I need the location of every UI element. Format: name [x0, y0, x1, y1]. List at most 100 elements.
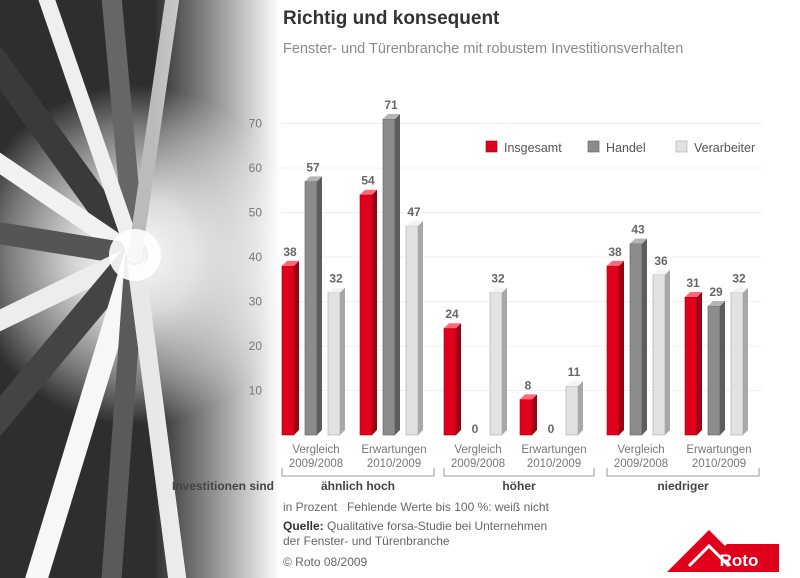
data-label: 0: [472, 422, 479, 436]
data-label: 54: [361, 174, 375, 188]
legend-label: Insgesamt: [504, 141, 562, 155]
bar-top: [630, 238, 647, 244]
bar: [707, 305, 721, 436]
tube-photo: [0, 0, 280, 578]
data-label: 36: [654, 254, 668, 268]
data-label: 11: [568, 365, 581, 379]
bar-top: [360, 189, 377, 195]
bar-top: [444, 323, 461, 329]
category-label-line1: Vergleich: [292, 444, 339, 456]
bar-side: [372, 189, 377, 435]
bar-side: [720, 300, 725, 435]
data-label: 32: [329, 272, 343, 286]
bar-side: [619, 260, 624, 435]
bar: [382, 118, 396, 436]
chart-title: Richtig und konsequent: [283, 8, 500, 29]
category-label-line1: Erwartungen: [361, 444, 426, 456]
legend-label: Verarbeiter: [694, 141, 755, 155]
bar-top: [653, 269, 670, 275]
bar: [304, 181, 318, 436]
source-line-1: Quelle: Qualitative forsa-Studie bei Unt…: [283, 519, 547, 533]
y-tick-label: 50: [249, 206, 263, 220]
bar-top: [685, 292, 702, 298]
bar-side: [697, 292, 702, 435]
roto-logo: Roto: [667, 530, 779, 572]
bar-top: [708, 300, 725, 306]
y-tick-label: 20: [249, 339, 263, 353]
category-label-line2: 2010/2009: [527, 458, 581, 470]
legend-swatch: [485, 140, 498, 153]
bar-side: [532, 394, 537, 435]
bar: [359, 194, 373, 436]
category-label-line2: 2009/2008: [451, 458, 505, 470]
data-label: 29: [709, 285, 723, 299]
data-label: 71: [384, 98, 398, 112]
bar-side: [578, 381, 583, 435]
bar-side: [665, 269, 670, 435]
data-label: 24: [445, 307, 459, 321]
source-label: Quelle:: [283, 519, 324, 533]
source-line-2: der Fenster- und Türenbranche: [283, 534, 450, 548]
data-label: 57: [306, 160, 320, 174]
bar-top: [607, 260, 624, 266]
group-bracket: [606, 468, 760, 477]
legend-swatch: [675, 140, 688, 153]
bar: [327, 292, 341, 436]
category-label-line1: Erwartungen: [521, 444, 586, 456]
category-label-line1: Erwartungen: [686, 444, 751, 456]
category-label-line1: Vergleich: [454, 444, 501, 456]
bar-side: [340, 287, 345, 435]
data-label: 0: [548, 422, 555, 436]
row-label: Investitionen sind: [172, 479, 274, 493]
bar: [730, 292, 744, 436]
chart-subtitle: Fenster- und Türenbranche mit robustem I…: [283, 41, 684, 57]
legend-label: Handel: [606, 141, 646, 155]
bar: [281, 265, 295, 436]
data-label: 32: [732, 272, 746, 286]
bar-top: [520, 394, 537, 400]
category-label-line2: 2009/2008: [289, 458, 343, 470]
bar-side: [502, 287, 507, 435]
y-tick-label: 40: [249, 250, 263, 264]
bar-side: [317, 176, 322, 435]
data-label: 38: [608, 245, 622, 259]
note-unit: in Prozent: [283, 500, 338, 514]
category-label-line2: 2009/2008: [614, 458, 668, 470]
y-tick-label: 30: [249, 295, 263, 309]
source-text-1: Qualitative forsa-Studie bei Unternehmen: [327, 519, 548, 533]
bar: [443, 327, 457, 436]
bar: [684, 296, 698, 436]
data-label: 38: [283, 245, 297, 259]
data-label: 47: [407, 205, 421, 219]
category-label-line2: 2010/2009: [692, 458, 746, 470]
copyright: © Roto 08/2009: [283, 555, 368, 569]
category-label-line1: Vergleich: [617, 444, 664, 456]
bar: [565, 385, 579, 436]
note-missing: Fehlende Werte bis 100 %: weiß nicht: [347, 500, 549, 514]
bar-top: [305, 176, 322, 182]
group-label: niedriger: [657, 479, 709, 493]
bar: [652, 274, 666, 436]
bar: [606, 265, 620, 436]
data-label: 43: [631, 223, 645, 237]
y-tick-label: 70: [249, 117, 263, 131]
group-label: höher: [502, 479, 536, 493]
logo-text: Roto: [720, 551, 759, 570]
bar-side: [395, 114, 400, 436]
legend-swatch: [587, 140, 600, 153]
y-tick-label: 10: [249, 384, 263, 398]
bar-top: [406, 220, 423, 226]
y-tick-label: 60: [249, 161, 263, 175]
bar: [519, 399, 533, 436]
bar: [629, 243, 643, 436]
bar-side: [642, 238, 647, 435]
bar-side: [456, 323, 461, 435]
data-label: 32: [491, 272, 505, 286]
data-label: 31: [686, 276, 700, 290]
group-label: ähnlich hoch: [321, 479, 395, 493]
bar-side: [743, 287, 748, 435]
bar-top: [282, 260, 299, 266]
bar: [489, 292, 503, 436]
bar-side: [294, 260, 299, 435]
